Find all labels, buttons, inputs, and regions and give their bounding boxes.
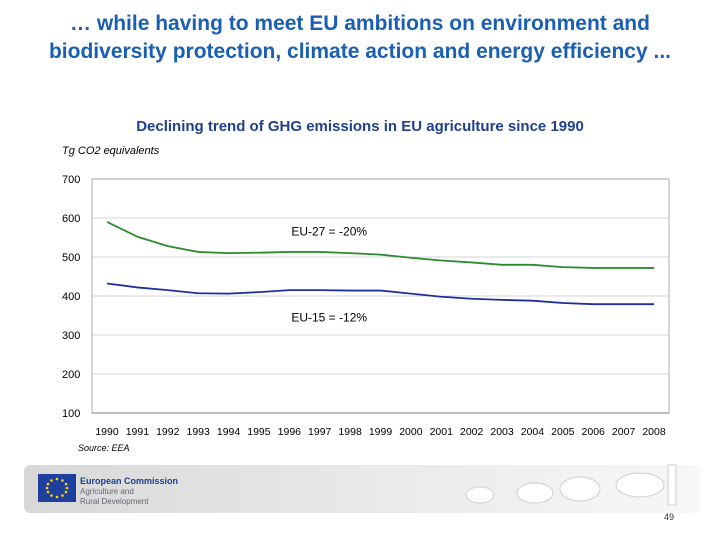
slide-title: … while having to meet EU ambitions on e… bbox=[48, 12, 671, 63]
commission-name: European Commission bbox=[80, 476, 179, 486]
series-line-eu27 bbox=[106, 221, 654, 269]
dg-line1: Agriculture and bbox=[80, 487, 134, 496]
eu-flag-logo bbox=[38, 474, 76, 502]
y-tick-500: 500 bbox=[62, 252, 80, 264]
chart-title: Declining trend of GHG emissions in EU a… bbox=[136, 118, 584, 135]
y-tick-labels: 100 200 300 400 500 600 700 bbox=[62, 174, 80, 420]
x-tick-1993: 1993 bbox=[186, 426, 210, 438]
x-tick-2000: 2000 bbox=[399, 426, 423, 438]
series-line-eu15 bbox=[106, 282, 654, 306]
y-axis-label: Tg CO2 equivalents bbox=[62, 145, 160, 157]
grid-lines bbox=[91, 178, 670, 414]
annotation-1: EU-15 = -12% bbox=[291, 310, 367, 324]
x-tick-2008: 2008 bbox=[642, 426, 666, 438]
y-tick-600: 600 bbox=[62, 213, 80, 225]
y-tick-200: 200 bbox=[62, 369, 80, 381]
x-tick-2002: 2002 bbox=[460, 426, 484, 438]
x-tick-2005: 2005 bbox=[551, 426, 575, 438]
x-tick-1995: 1995 bbox=[247, 426, 271, 438]
annotations: EU-27 = -20% EU-15 = -12% bbox=[291, 225, 367, 325]
x-tick-1992: 1992 bbox=[156, 426, 180, 438]
x-tick-1997: 1997 bbox=[308, 426, 332, 438]
x-tick-labels: 1990 1991 1992 1993 1994 1995 1996 1997 1998 1999… bbox=[95, 426, 666, 438]
page-number: 49 bbox=[664, 512, 675, 522]
x-tick-1991: 1991 bbox=[126, 426, 150, 438]
annotation-0: EU-27 = -20% bbox=[291, 225, 367, 239]
x-tick-2003: 2003 bbox=[490, 426, 514, 438]
x-tick-2006: 2006 bbox=[582, 426, 606, 438]
x-tick-1998: 1998 bbox=[338, 426, 362, 438]
x-tick-2007: 2007 bbox=[612, 426, 636, 438]
x-tick-1999: 1999 bbox=[369, 426, 393, 438]
x-tick-2001: 2001 bbox=[430, 426, 454, 438]
dg-line2: Rural Development bbox=[80, 497, 149, 506]
x-tick-1996: 1996 bbox=[278, 426, 302, 438]
y-tick-100: 100 bbox=[62, 408, 80, 420]
x-tick-1994: 1994 bbox=[217, 426, 241, 438]
y-tick-300: 300 bbox=[62, 330, 80, 342]
series-lines bbox=[106, 221, 654, 306]
plot-frame bbox=[91, 178, 670, 414]
y-tick-400: 400 bbox=[62, 291, 80, 303]
y-tick-700: 700 bbox=[62, 174, 80, 186]
commission-text: European Commission Agriculture and Rura… bbox=[80, 476, 178, 507]
x-tick-1990: 1990 bbox=[95, 426, 119, 438]
farm-animals-illustration bbox=[465, 464, 677, 506]
source-note: Source: EEA bbox=[78, 443, 130, 453]
x-tick-2004: 2004 bbox=[521, 426, 545, 438]
